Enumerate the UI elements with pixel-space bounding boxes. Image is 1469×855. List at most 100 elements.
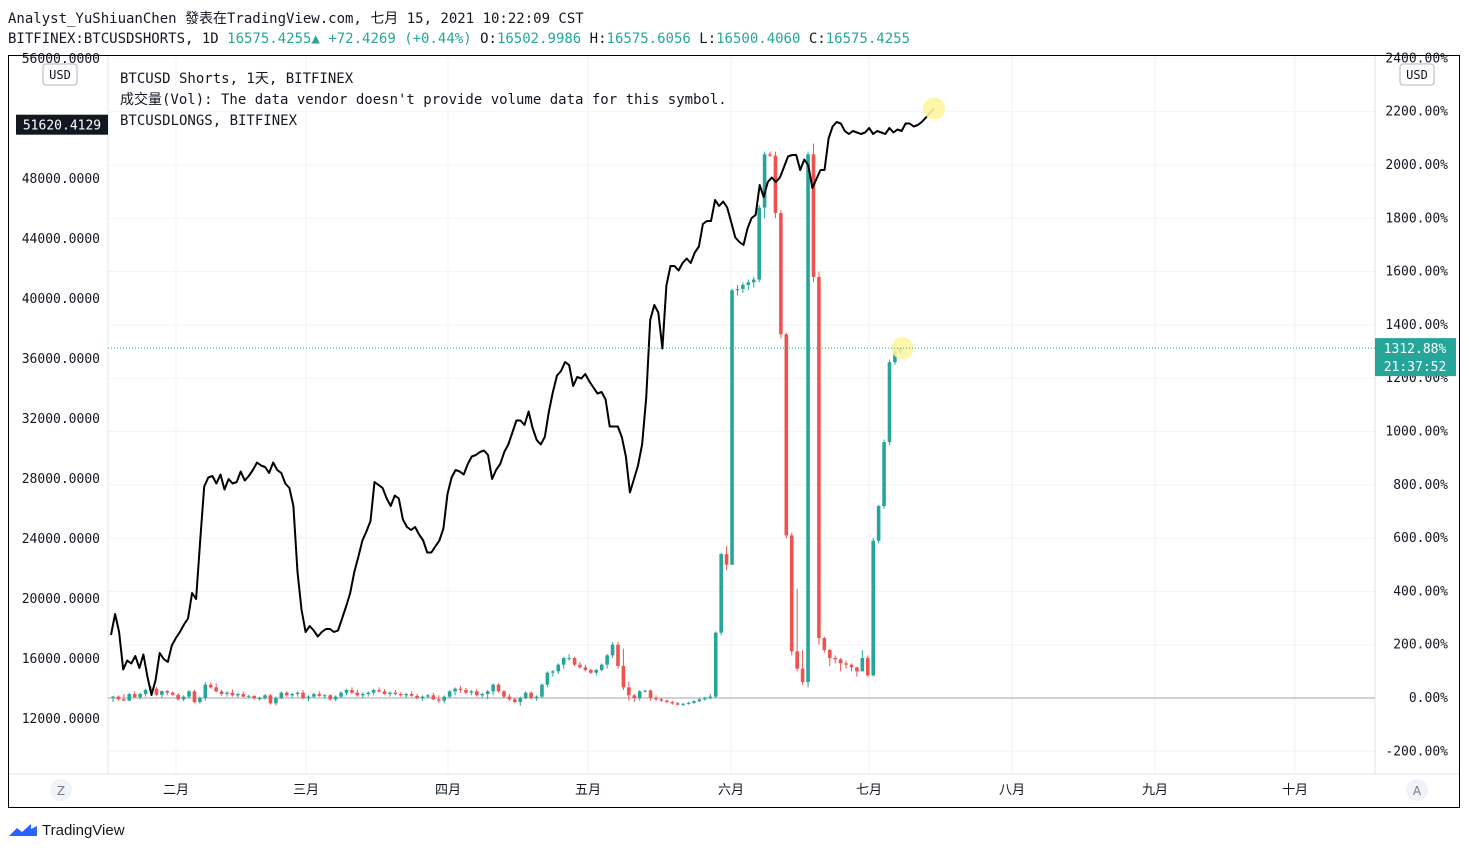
candle-body[interactable] bbox=[165, 691, 170, 693]
candle-body[interactable] bbox=[893, 351, 897, 363]
candle-body[interactable] bbox=[670, 701, 675, 704]
candle-body[interactable] bbox=[703, 698, 707, 700]
candle-body[interactable] bbox=[540, 684, 544, 697]
left-unit-badge[interactable] bbox=[42, 63, 78, 86]
candle-body[interactable] bbox=[122, 699, 126, 701]
candle-body[interactable] bbox=[404, 694, 409, 696]
candle-body[interactable] bbox=[827, 650, 832, 659]
candle-body[interactable] bbox=[230, 692, 235, 696]
candle-body[interactable] bbox=[366, 692, 371, 695]
candle-body[interactable] bbox=[480, 694, 485, 696]
right-unit-badge[interactable] bbox=[1399, 63, 1435, 86]
candle-body[interactable] bbox=[746, 282, 751, 285]
candle-body[interactable] bbox=[181, 696, 186, 700]
candle-body[interactable] bbox=[111, 696, 115, 698]
candle-body[interactable] bbox=[735, 288, 740, 291]
candle-body[interactable] bbox=[621, 666, 626, 688]
candle-body[interactable] bbox=[328, 695, 332, 700]
candle-body[interactable] bbox=[339, 692, 343, 697]
candle-body[interactable] bbox=[697, 699, 702, 702]
candle-body[interactable] bbox=[811, 154, 816, 277]
candle-body[interactable] bbox=[817, 276, 821, 639]
candle-body[interactable] bbox=[844, 663, 848, 665]
candle-body[interactable] bbox=[225, 692, 229, 695]
candle-body[interactable] bbox=[464, 690, 468, 693]
candle-body[interactable] bbox=[708, 696, 713, 698]
candle-body[interactable] bbox=[263, 695, 267, 698]
candle-body[interactable] bbox=[371, 690, 376, 693]
candle-body[interactable] bbox=[132, 694, 137, 698]
candle-body[interactable] bbox=[301, 692, 305, 698]
candle-body[interactable] bbox=[426, 695, 430, 697]
candle-body[interactable] bbox=[513, 699, 517, 702]
candle-body[interactable] bbox=[252, 695, 256, 699]
candle-body[interactable] bbox=[773, 155, 778, 213]
candle-body[interactable] bbox=[724, 554, 729, 565]
candle-body[interactable] bbox=[241, 694, 246, 697]
candle-body[interactable] bbox=[469, 691, 474, 693]
candle-body[interactable] bbox=[257, 698, 262, 699]
candle-body[interactable] bbox=[648, 690, 653, 698]
candle-body[interactable] bbox=[437, 699, 441, 701]
candle-body[interactable] bbox=[784, 334, 789, 536]
candle-body[interactable] bbox=[208, 684, 213, 688]
candle-body[interactable] bbox=[442, 696, 447, 701]
candle-body[interactable] bbox=[127, 694, 132, 701]
candle-body[interactable] bbox=[518, 698, 523, 702]
candle-body[interactable] bbox=[654, 698, 658, 700]
candle-body[interactable] bbox=[605, 655, 609, 665]
candle-body[interactable] bbox=[659, 699, 664, 701]
candle-body[interactable] bbox=[360, 694, 365, 696]
candle-body[interactable] bbox=[295, 692, 300, 695]
candle-body[interactable] bbox=[768, 154, 772, 156]
candle-body[interactable] bbox=[523, 692, 528, 698]
candle-body[interactable] bbox=[795, 651, 799, 669]
candle-body[interactable] bbox=[692, 701, 696, 703]
candle-body[interactable] bbox=[800, 668, 805, 683]
candle-body[interactable] bbox=[632, 695, 637, 698]
candle-body[interactable] bbox=[274, 698, 278, 704]
candle-body[interactable] bbox=[675, 703, 680, 705]
candle-body[interactable] bbox=[447, 691, 452, 697]
candle-body[interactable] bbox=[887, 362, 892, 443]
candle-body[interactable] bbox=[545, 672, 550, 685]
candle-body[interactable] bbox=[187, 691, 191, 697]
candle-body[interactable] bbox=[806, 154, 810, 683]
candle-body[interactable] bbox=[567, 658, 571, 660]
candle-body[interactable] bbox=[409, 694, 414, 696]
candle-body[interactable] bbox=[616, 644, 620, 667]
candle-body[interactable] bbox=[322, 695, 327, 697]
candle-body[interactable] bbox=[160, 691, 164, 695]
candle-body[interactable] bbox=[317, 694, 322, 696]
legend-volume[interactable]: 成交量(Vol): The data vendor doesn't provid… bbox=[120, 92, 727, 108]
candle-body[interactable] bbox=[594, 670, 599, 673]
legend-main-series[interactable]: BTCUSD Shorts, 1天, BITFINEX bbox=[120, 71, 354, 87]
candle-body[interactable] bbox=[876, 506, 881, 541]
candle-body[interactable] bbox=[350, 690, 354, 693]
tradingview-logo[interactable]: TradingView bbox=[9, 822, 125, 839]
candle-body[interactable] bbox=[637, 691, 642, 698]
candle-body[interactable] bbox=[279, 692, 284, 698]
candle-body[interactable] bbox=[665, 700, 669, 702]
candle-body[interactable] bbox=[838, 659, 843, 664]
candles[interactable] bbox=[111, 143, 903, 706]
candle-body[interactable] bbox=[599, 664, 604, 671]
candle-body[interactable] bbox=[713, 632, 718, 697]
candle-body[interactable] bbox=[741, 284, 745, 289]
candle-body[interactable] bbox=[246, 695, 251, 697]
candle-body[interactable] bbox=[627, 687, 631, 696]
candle-body[interactable] bbox=[431, 695, 436, 700]
legend-compare-series[interactable]: BTCUSDLONGS, BITFINEX bbox=[120, 113, 298, 129]
candle-body[interactable] bbox=[779, 212, 783, 335]
candle-body[interactable] bbox=[762, 154, 767, 208]
candle-body[interactable] bbox=[398, 694, 403, 696]
candle-body[interactable] bbox=[306, 696, 311, 698]
candle-body[interactable] bbox=[551, 671, 555, 673]
candle-body[interactable] bbox=[583, 667, 588, 671]
candle-body[interactable] bbox=[420, 696, 425, 698]
candle-body[interactable] bbox=[855, 667, 859, 672]
candle-body[interactable] bbox=[176, 694, 180, 700]
candle-body[interactable] bbox=[458, 688, 463, 691]
candle-body[interactable] bbox=[415, 695, 419, 698]
